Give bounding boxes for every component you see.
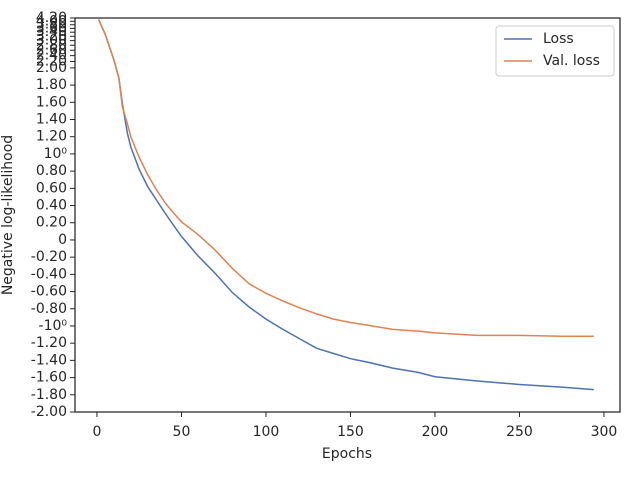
x-tick-label: 300 — [591, 424, 618, 440]
y-tick-label: 0.20 — [36, 215, 67, 231]
y-tick-label: 2.60 — [36, 42, 67, 58]
plot-frame — [74, 17, 621, 413]
x-tick-label: 250 — [506, 424, 533, 440]
y-tick-label: 4.00 — [36, 13, 67, 29]
y-tick-label: -1.40 — [31, 352, 67, 368]
x-tick-label: 150 — [337, 424, 364, 440]
y-tick-label: 1.60 — [36, 94, 67, 110]
y-tick-label: 1.80 — [36, 77, 67, 93]
y-tick-label: -0.80 — [31, 301, 67, 317]
y-tick-label: -0.40 — [31, 266, 67, 282]
y-tick-label: 0 — [58, 232, 67, 248]
line-series — [98, 19, 594, 338]
y-tick-label: -1.80 — [31, 387, 67, 403]
y-tick-label: 3.00 — [36, 33, 67, 49]
y-tick-label: 0.80 — [36, 163, 67, 179]
y-tick-label: 3.20 — [36, 28, 67, 44]
legend-label: Val. loss — [543, 53, 600, 69]
y-tick-label: -10⁰ — [39, 318, 68, 334]
y-tick-label: 2.20 — [36, 53, 67, 69]
legend-label: Loss — [543, 31, 574, 47]
x-tick-label: 50 — [173, 424, 191, 440]
x-axis-label: Epochs — [322, 446, 372, 462]
y-tick-label: 0.40 — [36, 198, 67, 214]
y-tick-label: 0.60 — [36, 180, 67, 196]
line-series — [98, 19, 594, 391]
x-tick-label: 0 — [93, 424, 102, 440]
y-tick-label: -1.60 — [31, 370, 67, 386]
y-tick-label: 3.40 — [36, 24, 67, 40]
y-tick-label: -2.00 — [31, 404, 67, 420]
y-tick-label: 3.60 — [36, 20, 67, 36]
x-tick-label: 200 — [422, 424, 449, 440]
y-tick-label: 10⁰ — [44, 146, 68, 162]
y-tick-label: 3.80 — [36, 17, 67, 33]
y-tick-label: 2.40 — [36, 48, 67, 64]
y-axis-label: Negative log-likelihood — [0, 135, 16, 295]
y-tick-label: 2.80 — [36, 37, 67, 53]
y-tick-label: 1.40 — [36, 112, 67, 128]
y-tick-label: -0.20 — [31, 249, 67, 265]
y-tick-label: -1.20 — [31, 335, 67, 351]
y-tick-label: 1.20 — [36, 129, 67, 145]
x-tick-label: 100 — [253, 424, 280, 440]
y-tick-label: -0.60 — [31, 284, 67, 300]
y-tick-label: 4.20 — [36, 10, 67, 26]
y-tick-label: 2.00 — [36, 60, 67, 76]
